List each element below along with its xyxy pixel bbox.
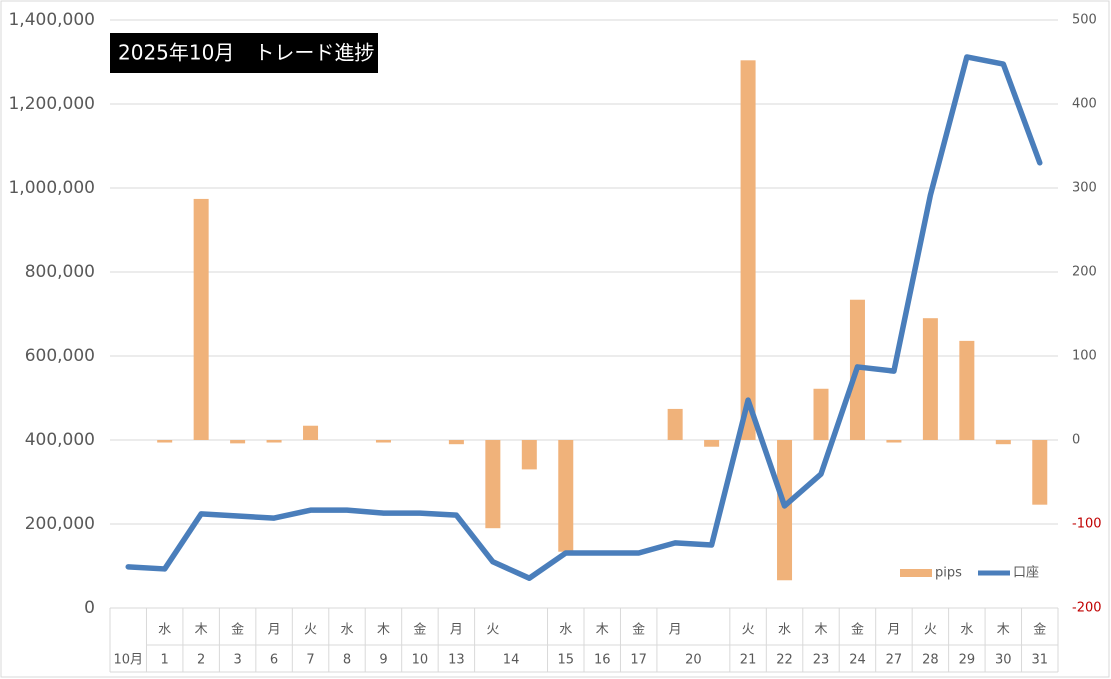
- x-tick-label: 2: [197, 653, 205, 668]
- title-box: [110, 33, 378, 73]
- bar: [704, 440, 720, 447]
- x-weekday-label: 火: [742, 623, 755, 638]
- legend-label: 口座: [1013, 566, 1039, 581]
- line: [125, 54, 1043, 581]
- x-tick-label: 9: [379, 653, 387, 668]
- x-weekday-label: 金: [413, 622, 426, 638]
- x-weekday-label: 金: [851, 622, 864, 638]
- x-tick-label: 24: [849, 653, 866, 668]
- bar: [157, 440, 173, 443]
- bar: [1032, 440, 1048, 505]
- bar: [813, 388, 829, 440]
- x-weekday-label: 金: [632, 622, 645, 638]
- bar: [995, 440, 1011, 445]
- x-tick-label: 28: [922, 653, 939, 668]
- legend-swatch: [900, 569, 932, 577]
- y2-tick-label: -200: [1072, 601, 1102, 616]
- y2-tick-label: 400: [1072, 97, 1097, 112]
- bar: [922, 318, 938, 440]
- x-weekday-label: 金: [231, 622, 244, 638]
- bar: [193, 198, 209, 440]
- bar: [777, 440, 793, 581]
- x-weekday-label: 木: [195, 623, 208, 638]
- y-tick-label: 1,200,000: [8, 94, 95, 114]
- x-tick-label: 13: [448, 653, 465, 668]
- y-tick-label: 800,000: [25, 262, 95, 282]
- x-weekday-label: 水: [778, 623, 791, 638]
- grid: [109, 19, 1059, 673]
- y2-tick-label: 200: [1072, 265, 1097, 280]
- x-weekday-label: 水: [340, 623, 353, 638]
- y-tick-label: 1,000,000: [8, 178, 95, 198]
- x-tick-label: 15: [557, 653, 574, 668]
- y-tick-label: 600,000: [25, 346, 95, 366]
- y2-tick-label: 0: [1072, 433, 1080, 448]
- x-tick-label: 8: [343, 653, 351, 668]
- y-tick-label: 200,000: [25, 514, 95, 534]
- x-weekday-label: 月: [887, 623, 900, 638]
- bar: [485, 440, 501, 529]
- x-weekday-label: 水: [960, 623, 973, 638]
- x-weekday-label: 金: [1033, 622, 1046, 638]
- x-weekday-label: 水: [158, 623, 171, 638]
- bar: [959, 340, 975, 440]
- x-tick-label: 22: [776, 653, 793, 668]
- x-tick-label: 16: [594, 653, 611, 668]
- bar: [375, 440, 391, 443]
- x-tick-label: 17: [630, 653, 647, 668]
- x-tick-label: 31: [1031, 653, 1048, 668]
- x-weekday-label: 木: [814, 623, 827, 638]
- x-tick-label: 3: [233, 653, 241, 668]
- bar: [886, 440, 902, 443]
- bar: [266, 440, 282, 443]
- bar: [558, 440, 574, 552]
- x-weekday-label: 月: [450, 623, 463, 638]
- x-tick-label: 27: [886, 653, 903, 668]
- x-weekday-label: 木: [377, 623, 390, 638]
- x-weekday-label: 月: [669, 623, 682, 638]
- legend-label: pips: [935, 566, 962, 581]
- x-tick-label: 23: [813, 653, 830, 668]
- x-tick-label: 10月: [113, 653, 143, 668]
- x-weekday-label: 月: [268, 623, 281, 638]
- x-weekday-label: 水: [559, 623, 572, 638]
- y2-tick-label: -100: [1072, 517, 1102, 532]
- bar: [740, 60, 756, 440]
- x-tick-label: 10: [412, 653, 429, 668]
- x-weekday-label: 火: [486, 623, 499, 638]
- y-tick-label: 0: [84, 598, 95, 618]
- labels: 0 200,000 400,000 600,000 800,000 1,000,000 1,…: [8, 10, 1101, 668]
- x-tick-label: 29: [959, 653, 976, 668]
- bar: [521, 440, 537, 470]
- bar: [448, 440, 464, 445]
- marks: [125, 54, 1048, 581]
- bar: [303, 425, 319, 440]
- y2-tick-label: 100: [1072, 349, 1097, 364]
- bar: [667, 408, 683, 440]
- x-tick-label: 21: [740, 653, 757, 668]
- y-tick-label: 1,400,000: [8, 10, 95, 30]
- x-tick-label: 14: [503, 653, 520, 668]
- x-weekday-label: 火: [924, 623, 937, 638]
- x-weekday-label: 火: [304, 623, 317, 638]
- y2-tick-label: 500: [1072, 13, 1097, 28]
- bar: [230, 440, 246, 444]
- x-tick-label: 7: [306, 653, 314, 668]
- y2-tick-label: 300: [1072, 181, 1097, 196]
- y-tick-label: 400,000: [25, 430, 95, 450]
- x-tick-label: 30: [995, 653, 1012, 668]
- x-tick-label: 20: [685, 653, 702, 668]
- x-weekday-label: 木: [997, 623, 1010, 638]
- chart-title: 2025年10月 トレード進捗: [118, 41, 374, 65]
- x-weekday-label: 木: [596, 623, 609, 638]
- x-tick-label: 6: [270, 653, 278, 668]
- x-tick-label: 1: [161, 653, 169, 668]
